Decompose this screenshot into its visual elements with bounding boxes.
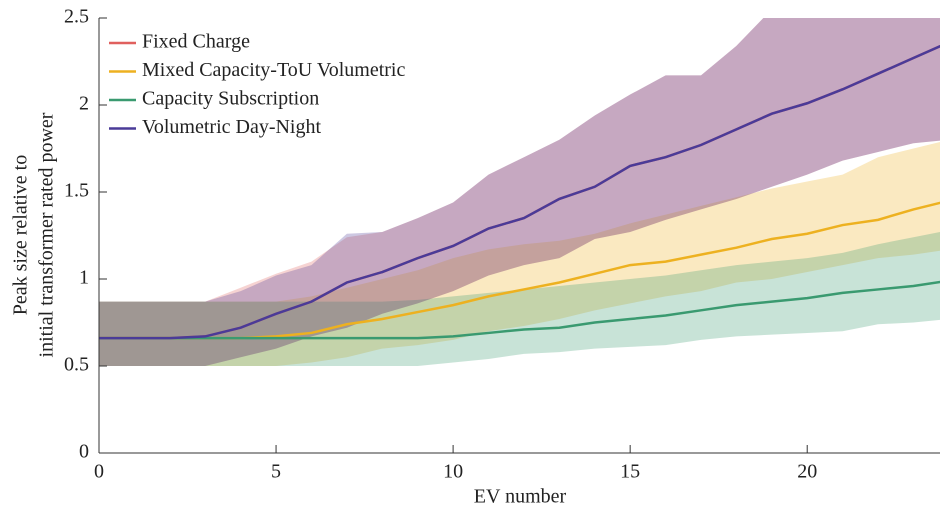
y-axis-label: initial transformer rated power (36, 112, 58, 357)
y-tick-label: 0.5 (64, 354, 89, 376)
legend-label: Capacity Subscription (142, 88, 319, 110)
x-axis-label: EV number (474, 486, 567, 508)
x-tick-label: 5 (271, 461, 281, 483)
y-tick-label: 1 (79, 267, 89, 289)
confidence-band (99, 141, 940, 366)
confidence-band (99, 18, 940, 366)
legend-label: Mixed Capacity-ToU Volumetric (142, 59, 405, 81)
y-axis-label: Peak size relative to (10, 155, 32, 316)
x-tick-label: 15 (620, 461, 640, 483)
y-tick-label: 1.5 (64, 180, 89, 202)
x-tick-label: 10 (443, 461, 463, 483)
y-tick-label: 0 (79, 441, 89, 463)
x-tick-label: 0 (94, 461, 104, 483)
confidence-band (99, 18, 940, 366)
legend-label: Volumetric Day-Night (142, 116, 321, 138)
y-tick-label: 2 (79, 93, 89, 115)
series-line (99, 44, 940, 340)
y-tick-label: 2.5 (64, 6, 89, 28)
legend-label: Fixed Charge (142, 31, 250, 53)
x-tick-label: 20 (797, 461, 817, 483)
plot-area (99, 18, 940, 366)
series-line (99, 280, 940, 340)
